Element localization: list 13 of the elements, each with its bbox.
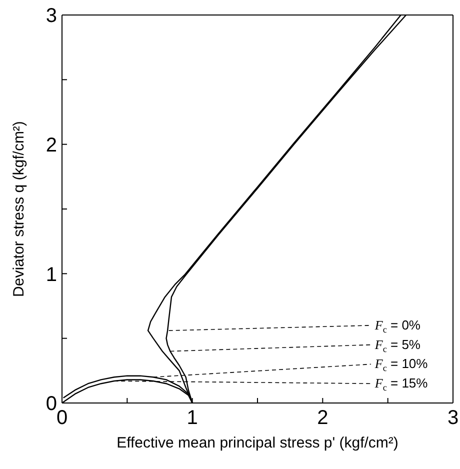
y-axis-title: Deviator stress q (kgf/cm²)	[10, 121, 28, 297]
annotation: F$_{c}$ = 15%	[374, 376, 428, 393]
annotation: F$_{c}$ = 10%	[374, 356, 428, 374]
annotation: F$_{c}$ = 0%	[374, 317, 421, 334]
y-tick-label: 3	[46, 5, 57, 28]
y-tick-label: 2	[46, 134, 57, 156]
x-axis-title: Effective mean principal stress p' (kgf/cm²)	[116, 434, 398, 452]
x-tick-label: 1	[186, 407, 198, 430]
x-tick-label: 2	[317, 407, 328, 430]
annotation: F$_{c}$ = 5%	[374, 336, 421, 354]
x-tick-label: 3	[447, 407, 459, 430]
y-tick-label: 0	[46, 393, 57, 416]
y-tick-label: 1	[46, 264, 57, 286]
